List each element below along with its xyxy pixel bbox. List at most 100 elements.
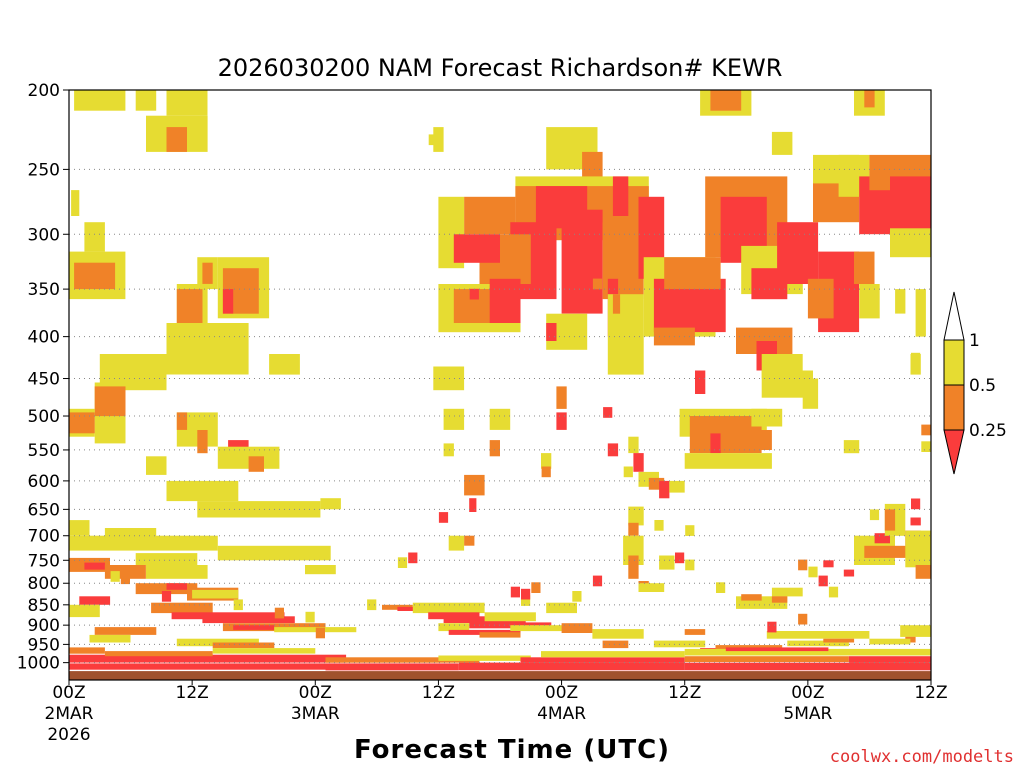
x-tick-label: 00Z: [299, 683, 332, 703]
ri-speckle-high: [828, 586, 839, 598]
ri-speckle-low: [603, 407, 613, 418]
credit-text: coolwx.com/modelts: [830, 747, 1014, 767]
ri-region-high: [905, 530, 931, 568]
ri-region-mid: [684, 656, 849, 662]
ri-speckle-high: [921, 441, 931, 452]
y-axis: 200 250 300 350 400 450 500 550 600 650 700 750 8008…: [17, 81, 69, 674]
ri-speckle-high: [397, 557, 408, 568]
ri-region-low: [69, 654, 347, 663]
ri-speckle-mid: [592, 278, 603, 290]
ri-region-high: [212, 648, 316, 654]
ri-region-high: [910, 354, 921, 375]
ri-region-high: [592, 629, 644, 639]
ri-region-high: [135, 90, 157, 111]
ri-region-mid: [166, 127, 187, 152]
ri-speckle-high: [305, 611, 315, 623]
ri-region-high: [69, 520, 90, 536]
plot-frame: [68, 89, 932, 681]
ri-region-low: [202, 616, 295, 624]
ri-region-mid: [212, 642, 275, 649]
x-tick-label: 12Z: [176, 683, 209, 703]
legend-label: 0.5: [969, 376, 996, 396]
ri-speckle-high: [521, 595, 531, 606]
ri-region-high: [843, 440, 860, 454]
ri-region-mid: [664, 257, 721, 290]
ri-region-low: [171, 612, 285, 620]
ri-region-low: [612, 176, 629, 216]
ri-region-low: [710, 433, 721, 454]
ri-region-low: [428, 612, 480, 620]
ri-region-high: [412, 602, 485, 614]
ri-region-low: [684, 662, 931, 671]
ri-region-high: [320, 498, 341, 510]
y-tick-label: 300: [28, 225, 60, 245]
ri-region-mid: [628, 555, 639, 579]
ri-speckle-high: [654, 520, 664, 531]
ri-region-high: [859, 284, 880, 319]
ri-speckle-low: [510, 586, 520, 598]
legend-swatch-bottom: [943, 429, 965, 475]
ri-region-mid: [489, 440, 500, 457]
y-tick-label: 900: [28, 616, 60, 636]
ri-region-high: [305, 565, 336, 575]
ri-region-high: [484, 612, 536, 622]
ri-region-low: [469, 498, 477, 512]
x-tick-label: 3MAR: [291, 704, 340, 724]
ri-region-high: [146, 565, 208, 579]
ri-region-low: [79, 596, 111, 605]
y-tick-label: 1000: [17, 654, 60, 674]
y-tick-label: 600: [28, 472, 60, 492]
ri-region-mid: [464, 474, 485, 496]
ri-region-high: [89, 634, 131, 643]
ri-region-high: [771, 587, 803, 597]
ri-speckle-high: [685, 525, 695, 536]
y-tick-label: 850: [28, 596, 60, 616]
ri-speckle-high: [808, 566, 818, 578]
ri-region-low: [222, 289, 234, 314]
ri-region-low: [695, 370, 706, 394]
ri-speckle-mid: [315, 627, 325, 639]
legend-swatch: [943, 339, 965, 386]
ri-region-high: [510, 625, 583, 632]
ri-speckle-high: [110, 571, 120, 582]
x-tick-label: 00Z: [545, 683, 578, 703]
y-tick-label: 700: [28, 527, 60, 547]
x-tick-label: 12Z: [422, 683, 455, 703]
ri-region-mid: [176, 289, 203, 323]
ri-region-mid: [684, 629, 706, 635]
ri-region-mid: [864, 90, 875, 108]
ri-speckle-low: [818, 575, 828, 587]
legend-label: 1: [969, 331, 980, 351]
ri-region-high: [541, 651, 685, 658]
ri-speckle-mid: [120, 573, 130, 585]
ri-speckle-mid: [541, 466, 551, 478]
x-tick-label: 12Z: [914, 683, 947, 703]
ri-region-mid: [884, 509, 896, 531]
ri-region-high: [628, 436, 639, 454]
ri-speckle-mid: [921, 424, 931, 436]
ri-region-mid: [94, 627, 157, 635]
ri-region-high: [802, 378, 819, 409]
ri-speckle-mid: [798, 559, 808, 571]
ri-region-mid: [628, 522, 639, 536]
ri-speckle-low: [438, 512, 449, 523]
ri-region-low: [659, 480, 670, 499]
ri-speckle-low: [521, 588, 531, 600]
ri-region-ground: [69, 671, 931, 680]
ri-speckle-high: [716, 582, 726, 593]
ri-region-high: [443, 443, 454, 457]
ri-region-mid: [197, 430, 208, 454]
ri-region-low: [910, 517, 921, 526]
ri-region-mid: [74, 262, 116, 290]
ri-region-high: [71, 190, 80, 216]
y-tick-label: 800: [28, 574, 60, 594]
ri-region-high: [443, 408, 465, 430]
ri-region-high: [448, 535, 465, 551]
ri-region-low: [469, 622, 552, 629]
x-tick-label: 12Z: [668, 683, 701, 703]
ri-speckle-mid: [531, 582, 541, 593]
ri-region-high: [166, 480, 239, 502]
y-tick-label: 350: [28, 280, 60, 300]
ri-region-low: [556, 412, 567, 430]
ri-region-mid: [741, 594, 762, 601]
